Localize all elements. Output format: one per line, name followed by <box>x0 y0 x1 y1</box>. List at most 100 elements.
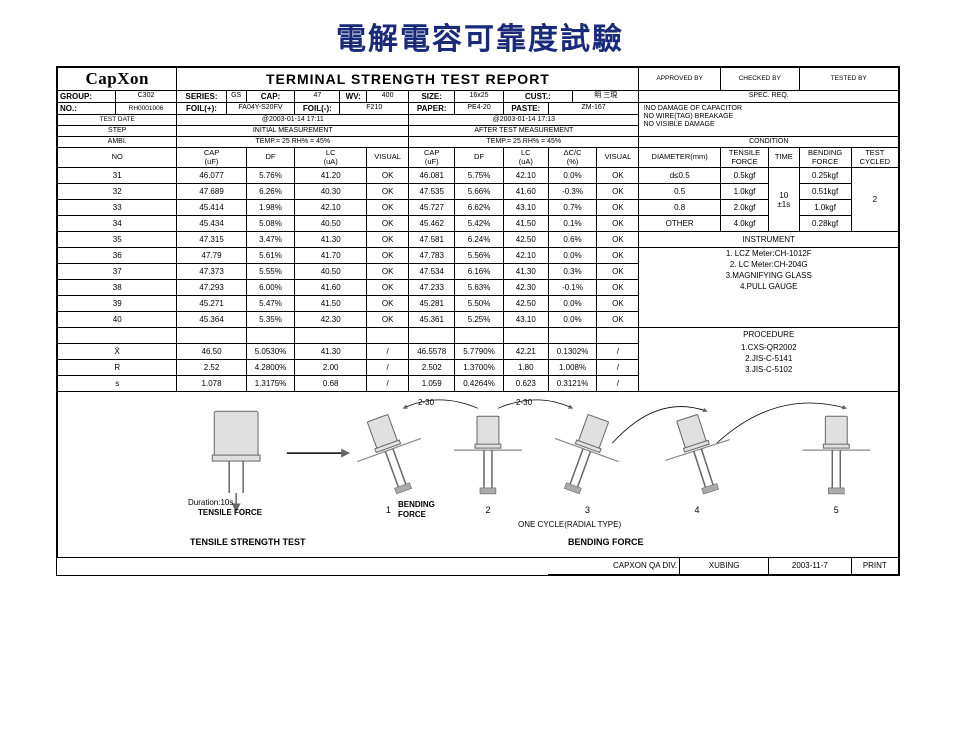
svg-text:2: 2 <box>485 505 490 515</box>
angle-2: 2-30 <box>516 398 532 407</box>
cap-label: CAP: <box>246 90 295 102</box>
footer-print: PRINT <box>851 557 898 574</box>
after-label: AFTER TEST MEASUREMENT <box>409 125 639 136</box>
col-tforce: TENSILE FORCE <box>720 148 768 168</box>
cap-value: 47 <box>295 90 340 102</box>
col-df2: DF <box>455 148 504 168</box>
tensile-capacitor-icon <box>212 412 260 512</box>
R-l: 2.00 <box>295 360 367 376</box>
diagram-row: 1 2 3 4 5 Dura <box>58 392 899 557</box>
specreq-label: SPEC. REQ. <box>639 90 899 102</box>
duration-label: Duration:10s <box>188 498 233 507</box>
foilp-label: FOIL(+): <box>177 102 226 114</box>
spec-row-1: GROUP: C302 SERIES: GS CAP: 47 WV: 400 S… <box>58 90 899 102</box>
R-v2: / <box>597 360 639 376</box>
footer-person: XUBING <box>680 557 769 574</box>
cycle-label: ONE CYCLE(RADIAL TYPE) <box>518 520 621 529</box>
approved-by-label: APPROVED BY <box>639 68 720 91</box>
bending-capacitor-icon <box>802 417 870 495</box>
instrument-list: 1. LCZ Meter:CH-1012F2. LC Meter:CH-204G… <box>639 248 899 328</box>
report-frame: CapXon TERMINAL STRENGTH TEST REPORT APP… <box>56 66 900 576</box>
xbar-dc: 0.1302% <box>548 344 597 360</box>
ambi-after: TEMP.= 25 RH% = 45% <box>409 137 639 148</box>
wv-label: WV: <box>340 90 367 102</box>
svg-text:3: 3 <box>585 505 590 515</box>
req-1: !NO DAMAGE OF CAPACITOR <box>643 105 894 113</box>
svg-text:5: 5 <box>834 505 839 515</box>
R-v: / <box>367 360 409 376</box>
col-cap2: CAP (uF) <box>409 148 455 168</box>
footer-date: 2003-11-7 <box>769 557 852 574</box>
group-label: GROUP: <box>58 90 116 102</box>
bending-test-label: BENDING FORCE <box>568 537 644 547</box>
svg-text:4: 4 <box>694 505 699 515</box>
R-label: R <box>58 360 177 376</box>
condition-label: CONDITION <box>639 137 899 148</box>
cust-value: 明 三現 <box>573 90 639 102</box>
col-cap: CAP (uF) <box>177 148 246 168</box>
ambi-row: AMBI. TEMP.= 25 RH% = 45% TEMP.= 25 RH% … <box>58 137 899 148</box>
instrument-label: INSTRUMENT <box>639 232 899 248</box>
proc-3: 3.JIS-C-5102 <box>641 365 896 376</box>
s-v2: / <box>597 376 639 392</box>
col-time: TIME <box>769 148 799 168</box>
xbar-l2: 42.21 <box>503 344 548 360</box>
xbar-d: 5.0530% <box>246 344 295 360</box>
paste-label: PASTE: <box>503 102 548 114</box>
xbar-c: 46.50 <box>177 344 246 360</box>
size-value: 16x25 <box>455 90 504 102</box>
paste-value: ZM-167 <box>548 102 639 114</box>
col-df: DF <box>246 148 295 168</box>
checked-by-label: CHECKED BY <box>720 68 799 91</box>
paper-label: PAPER: <box>409 102 455 114</box>
tensile-test-label: TENSILE STRENGTH TEST <box>190 537 306 547</box>
s-v: / <box>367 376 409 392</box>
xbar-c2: 46.5578 <box>409 344 455 360</box>
col-cycled: TEST CYCLED <box>851 148 898 168</box>
svg-text:1: 1 <box>386 505 391 515</box>
R-c2: 2.502 <box>409 360 455 376</box>
blank-row: PROCEDURE 1.CXS-QR2002 2.JIS-C-5141 3.JI… <box>58 328 899 344</box>
R-d2: 1.3700% <box>455 360 504 376</box>
xbar-label: X̄ <box>58 344 177 360</box>
tested-by-label: TESTED BY <box>799 68 898 91</box>
foiln-label: FOIL(-): <box>295 102 340 114</box>
xbar-d2: 5.7790% <box>455 344 504 360</box>
s-dc: 0.3121% <box>548 376 597 392</box>
diagram-svg: 1 2 3 4 5 <box>60 393 896 553</box>
footer-brand: CAPXON QA DIV. <box>548 557 679 574</box>
s-c: 1.078 <box>177 376 246 392</box>
page-title: 電解電容可靠度試驗 <box>0 14 960 58</box>
R-dc: 1.008% <box>548 360 597 376</box>
s-label: s <box>58 376 177 392</box>
bending-capacitor-icon <box>346 407 436 503</box>
series-value: GS <box>226 90 246 102</box>
col-bforce: BENDING FORCE <box>799 148 851 168</box>
angle-1: 2-30 <box>418 398 434 407</box>
report-title: TERMINAL STRENGTH TEST REPORT <box>177 68 639 91</box>
testdate-after: @2003-01-14 17:13 <box>409 114 639 125</box>
table-row: 3547.3153.47%41.30OK47.5816.24%42.500.6%… <box>58 232 899 248</box>
tensile-force-label: TENSILE FORCE <box>198 508 262 517</box>
s-d2: 0.4264% <box>455 376 504 392</box>
req-3: NO VISIBLE DAMAGE <box>643 121 894 129</box>
R-l2: 1.80 <box>503 360 548 376</box>
footer-row: CAPXON QA DIV. XUBING 2003-11-7 PRINT <box>58 557 899 574</box>
bending-force-label: BENDING FORCE <box>398 500 435 518</box>
paper-value: PE4-20 <box>455 102 504 114</box>
testdate-before: @2003-01-14 17:11 <box>177 114 409 125</box>
header-row: CapXon TERMINAL STRENGTH TEST REPORT APP… <box>58 68 899 91</box>
arc-1-icon <box>403 400 478 408</box>
diagram-area: 1 2 3 4 5 Dura <box>58 392 899 557</box>
bending-capacitor-icon <box>454 417 522 495</box>
testdate-label: TEST DATE <box>58 114 177 125</box>
initial-label: INITIAL MEASUREMENT <box>177 125 409 136</box>
ambi-before: TEMP.= 25 RH% = 45% <box>177 137 409 148</box>
specreq-text: !NO DAMAGE OF CAPACITOR NO WIRE(TAG) BRE… <box>639 102 899 136</box>
table-row: 3146.0775.76%41.20OK46.0815.75%42.100.0%… <box>58 168 899 184</box>
s-c2: 1.059 <box>409 376 455 392</box>
bending-capacitor-icon <box>540 407 630 503</box>
R-d: 4.2800% <box>246 360 295 376</box>
proc-1: 1.CXS-QR2002 <box>641 343 896 354</box>
procedure-block: PROCEDURE 1.CXS-QR2002 2.JIS-C-5141 3.JI… <box>639 328 899 392</box>
